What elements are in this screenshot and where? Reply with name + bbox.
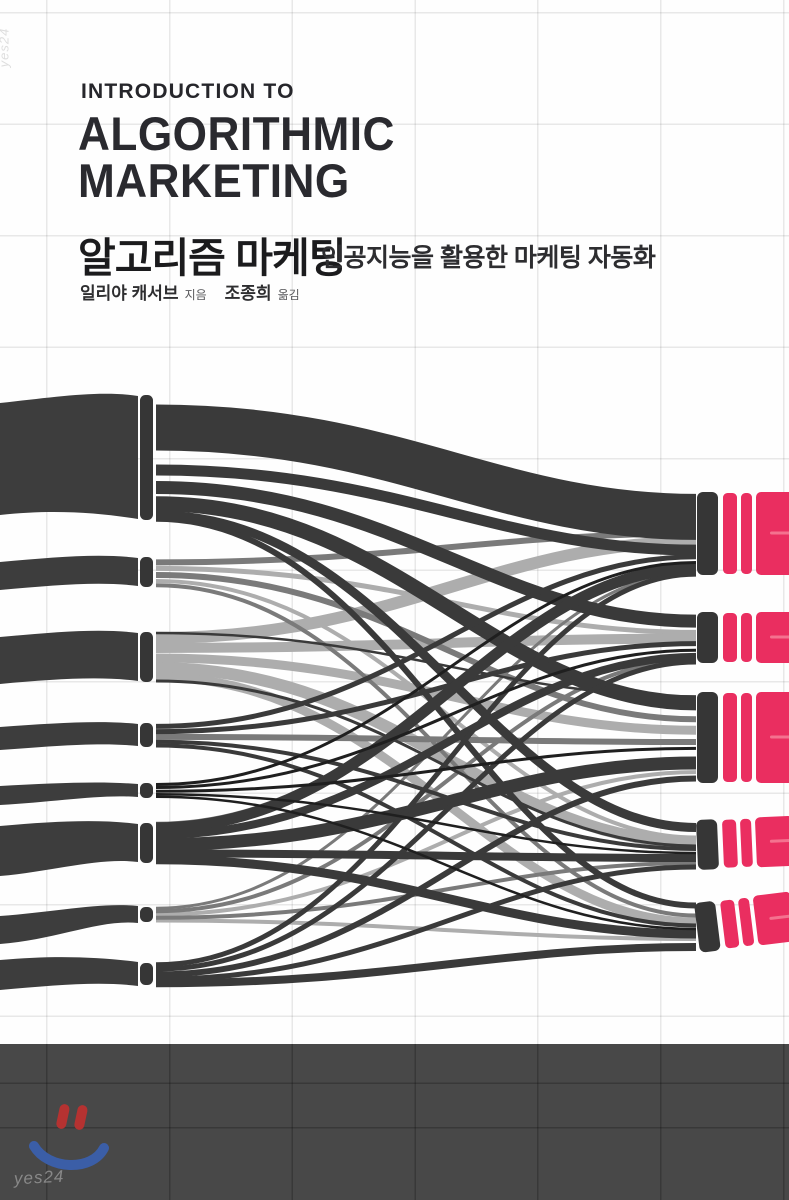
smile-logo	[29, 1104, 109, 1170]
main-title-line1: ALGORITHMIC	[78, 107, 395, 160]
korean-title: 알고리즘 마케팅	[78, 235, 346, 281]
main-title: ALGORITHMIC MARKETING	[78, 110, 395, 204]
main-title-line2: MARKETING	[78, 154, 350, 207]
watermark-bottom: yes24	[13, 1166, 65, 1189]
translator-role-label: 옮김	[277, 288, 300, 302]
translator-name: 조종희	[224, 284, 272, 303]
eyebrow-title: INTRODUCTION TO	[81, 80, 295, 103]
korean-subtitle: 인공지능을 활용한 마케팅 자동화	[321, 244, 656, 272]
author-role-label: 지음	[184, 288, 207, 302]
watermark-side: yes24	[0, 27, 12, 68]
author-line: 일리야 캐서브 지음 조종희 옮김	[80, 279, 312, 304]
bottom-band	[0, 1044, 789, 1200]
author-name: 일리야 캐서브	[80, 284, 179, 303]
smile-logo-eyes	[56, 1104, 88, 1130]
smile-logo-mouth	[29, 1141, 109, 1170]
